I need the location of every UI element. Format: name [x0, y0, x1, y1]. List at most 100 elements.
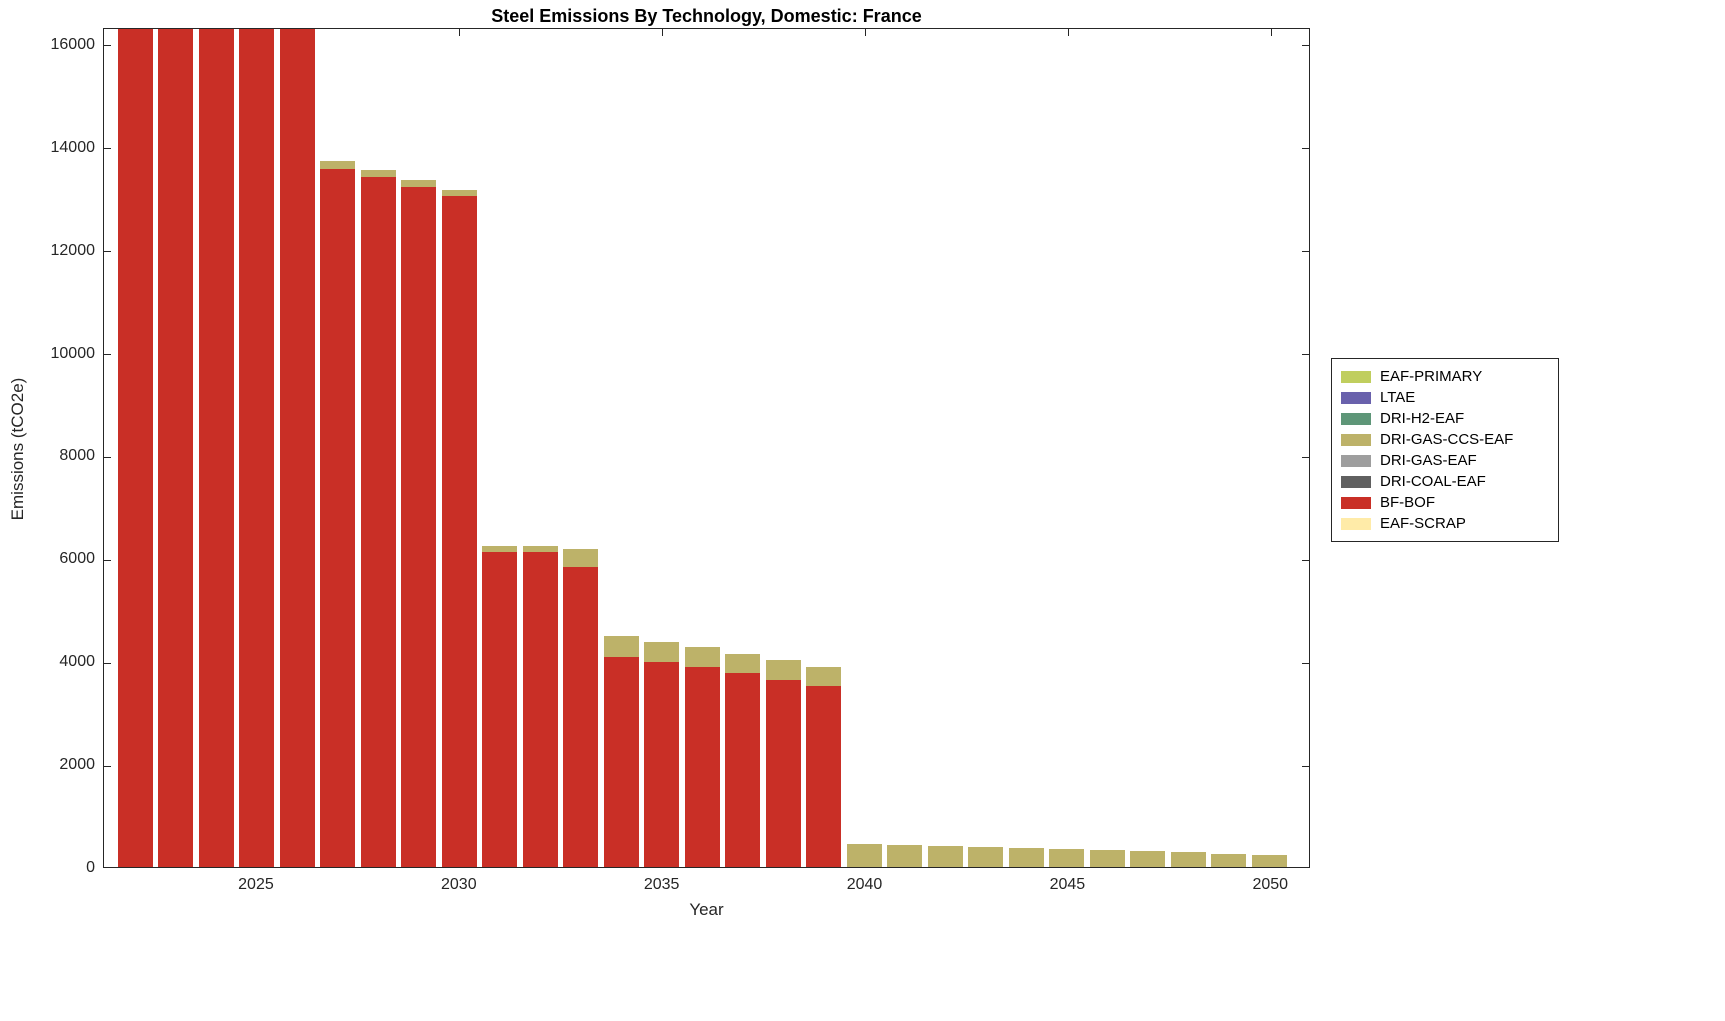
- y-tick-mark: [104, 354, 111, 356]
- legend-item-eaf-primary: EAF-PRIMARY: [1341, 366, 1549, 387]
- bar-segment-dri-gas-ccs-eaf-2046: [1089, 850, 1125, 867]
- y-tick-mark-right: [1302, 251, 1309, 253]
- y-tick-label: 0: [86, 859, 95, 876]
- bar-segment-dri-gas-ccs-eaf-2034: [603, 636, 639, 657]
- y-tick-label: 16000: [50, 35, 96, 53]
- bar-segment-dri-gas-ccs-eaf-2040: [846, 843, 882, 867]
- bar-segment-bf-bof-2033: [563, 566, 599, 867]
- bar-segment-dri-gas-ccs-eaf-2041: [887, 844, 923, 867]
- bar-segment-bf-bof-2022: [117, 29, 153, 867]
- legend-item-dri-gas-ccs-eaf: DRI-GAS-CCS-EAF: [1341, 429, 1549, 450]
- legend-swatch-icon: [1341, 454, 1371, 467]
- bar-segment-dri-gas-ccs-eaf-2027: [320, 161, 356, 170]
- legend-label: DRI-COAL-EAF: [1380, 473, 1486, 490]
- bar-segment-dri-gas-ccs-eaf-2035: [644, 641, 680, 662]
- x-tick-label: 2035: [643, 876, 680, 893]
- bar-segment-bf-bof-2024: [198, 29, 234, 867]
- y-tick-label: 10000: [50, 344, 96, 362]
- legend-label: EAF-PRIMARY: [1380, 368, 1483, 385]
- bar-segment-dri-gas-ccs-eaf-2029: [401, 179, 437, 187]
- x-tick-label: 2025: [238, 876, 274, 893]
- x-tick-mark-top: [1067, 29, 1069, 36]
- legend-label: DRI-GAS-CCS-EAF: [1380, 431, 1514, 448]
- legend-label: EAF-SCRAP: [1380, 515, 1466, 532]
- bar-segment-bf-bof-2039: [806, 685, 842, 867]
- bar-segment-bf-bof-2029: [401, 186, 437, 867]
- y-tick-mark-right: [1302, 148, 1309, 150]
- legend-swatch-icon: [1341, 391, 1371, 404]
- legend-swatch-icon: [1341, 496, 1371, 509]
- bar-segment-dri-gas-ccs-eaf-2032: [522, 546, 558, 553]
- y-tick-mark-right: [1302, 765, 1309, 767]
- y-tick-mark-right: [1302, 456, 1309, 458]
- y-tick-mark-right: [1302, 45, 1309, 47]
- bar-segment-bf-bof-2037: [725, 673, 761, 867]
- legend-swatch-icon: [1341, 517, 1371, 530]
- x-axis-label: Year: [689, 900, 724, 919]
- bar-segment-dri-gas-ccs-eaf-2049: [1211, 853, 1247, 867]
- x-tick-label: 2045: [1049, 876, 1086, 893]
- bar-segment-dri-gas-ccs-eaf-2033: [563, 548, 599, 567]
- bar-segment-bf-bof-2032: [522, 552, 558, 867]
- bar-segment-bf-bof-2028: [360, 176, 396, 867]
- y-tick-mark-right: [1302, 559, 1309, 561]
- y-tick-mark: [104, 148, 111, 150]
- legend-label: DRI-H2-EAF: [1380, 410, 1465, 427]
- bar-segment-bf-bof-2038: [765, 679, 801, 867]
- bar-segment-dri-gas-ccs-eaf-2047: [1130, 851, 1166, 867]
- y-tick-mark: [104, 765, 111, 767]
- bar-segment-dri-gas-ccs-eaf-2044: [1008, 847, 1044, 867]
- x-tick-mark-top: [662, 29, 664, 36]
- legend-item-ltae: LTAE: [1341, 387, 1549, 408]
- x-tick-mark-top: [459, 29, 461, 36]
- bar-segment-dri-gas-ccs-eaf-2039: [806, 667, 842, 686]
- bar-segment-dri-gas-ccs-eaf-2038: [765, 660, 801, 680]
- legend-swatch-icon: [1341, 412, 1371, 425]
- y-tick-mark: [104, 456, 111, 458]
- bar-segment-dri-gas-ccs-eaf-2050: [1251, 855, 1287, 867]
- legend-item-dri-h2-eaf: DRI-H2-EAF: [1341, 408, 1549, 429]
- bar-segment-dri-gas-ccs-eaf-2036: [684, 647, 720, 667]
- legend-swatch-icon: [1341, 433, 1371, 446]
- legend-label: DRI-GAS-EAF: [1380, 452, 1477, 469]
- legend: EAF-PRIMARY LTAE DRI-H2-EAF DRI-GAS-CCS-EAF…: [1331, 358, 1559, 542]
- bar-segment-bf-bof-2027: [320, 169, 356, 867]
- y-tick-label: 2000: [59, 756, 95, 774]
- bar-segment-dri-gas-ccs-eaf-2042: [927, 845, 963, 867]
- x-tick-label: 2050: [1252, 876, 1289, 893]
- legend-label: BF-BOF: [1380, 494, 1435, 511]
- bar-segment-bf-bof-2026: [279, 29, 315, 867]
- bar-segment-dri-gas-ccs-eaf-2045: [1049, 848, 1085, 867]
- bar-segment-bf-bof-2025: [239, 29, 275, 867]
- bar-segment-bf-bof-2030: [441, 195, 477, 867]
- bar-segment-bf-bof-2023: [158, 29, 194, 867]
- y-tick-label: 8000: [59, 447, 95, 465]
- legend-item-dri-gas-eaf: DRI-GAS-EAF: [1341, 450, 1549, 471]
- bar-segment-bf-bof-2035: [644, 661, 680, 867]
- y-tick-label: 4000: [59, 653, 95, 671]
- y-tick-mark: [104, 559, 111, 561]
- legend-label: LTAE: [1380, 389, 1416, 406]
- plot-area: [103, 28, 1310, 868]
- legend-item-eaf-scrap: EAF-SCRAP: [1341, 513, 1549, 534]
- bar-segment-dri-gas-ccs-eaf-2031: [482, 546, 518, 553]
- bar-segment-bf-bof-2036: [684, 666, 720, 867]
- y-tick-mark: [104, 662, 111, 664]
- bar-segment-bf-bof-2031: [482, 552, 518, 867]
- legend-item-dri-coal-eaf: DRI-COAL-EAF: [1341, 471, 1549, 492]
- y-tick-mark-right: [1302, 354, 1309, 356]
- legend-swatch-icon: [1341, 370, 1371, 383]
- x-tick-label: 2040: [846, 876, 883, 893]
- x-tick-mark-top: [1270, 29, 1272, 36]
- y-tick-mark-right: [1302, 662, 1309, 664]
- y-tick-label: 12000: [50, 241, 96, 259]
- bar-segment-dri-gas-ccs-eaf-2028: [360, 169, 396, 177]
- bar-segment-dri-gas-ccs-eaf-2037: [725, 654, 761, 674]
- chart-title: Steel Emissions By Technology, Domestic:…: [491, 6, 922, 26]
- bar-segment-bf-bof-2034: [603, 656, 639, 867]
- y-tick-mark: [104, 45, 111, 47]
- bar-segment-dri-gas-ccs-eaf-2048: [1170, 852, 1206, 867]
- y-tick-label: 6000: [59, 550, 95, 568]
- legend-swatch-icon: [1341, 475, 1371, 488]
